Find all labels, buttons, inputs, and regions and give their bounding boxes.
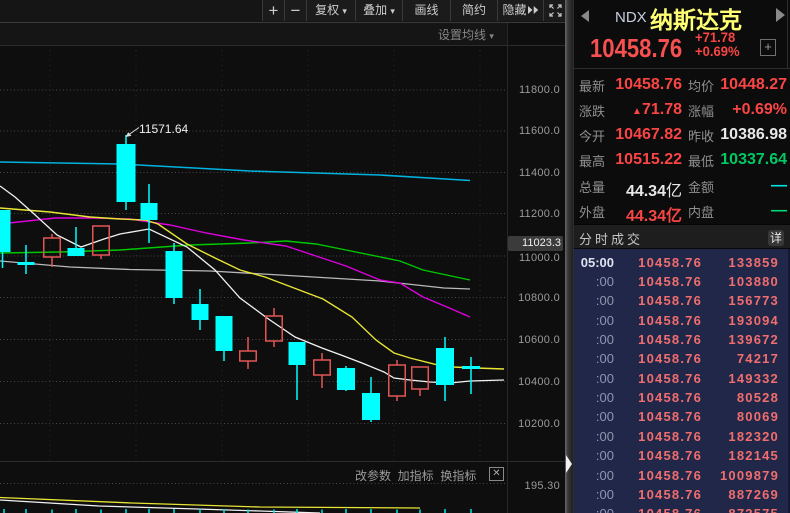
svg-text:11571.64: 11571.64 <box>139 122 188 136</box>
